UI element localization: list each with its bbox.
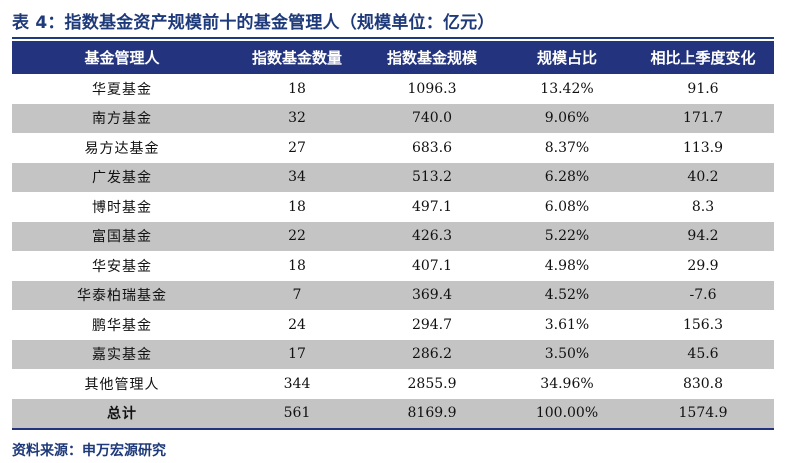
cell-fund-size: 286.2	[362, 339, 502, 369]
cell-fund-count: 24	[232, 310, 362, 340]
source-note: 资料来源：申万宏源研究	[12, 443, 166, 459]
cell-fund-count: 18	[232, 251, 362, 281]
cell-manager: 南方基金	[12, 103, 232, 133]
cell-manager: 嘉实基金	[12, 339, 232, 369]
cell-qoq-change: 8.3	[632, 192, 774, 222]
cell-manager: 广发基金	[12, 162, 232, 192]
cell-total-label: 总计	[12, 398, 232, 430]
cell-share: 34.96%	[502, 369, 632, 399]
table-row: 易方达基金 27 683.6 8.37% 113.9	[12, 133, 774, 163]
cell-share: 6.08%	[502, 192, 632, 222]
table-row: 华安基金 18 407.1 4.98% 29.9	[12, 251, 774, 281]
cell-fund-count: 18	[232, 74, 362, 104]
title-divider	[12, 37, 774, 39]
cell-fund-size: 740.0	[362, 103, 502, 133]
cell-share: 4.98%	[502, 251, 632, 281]
table-row: 鹏华基金 24 294.7 3.61% 156.3	[12, 310, 774, 340]
cell-fund-size: 1096.3	[362, 74, 502, 104]
table-row: 华泰柏瑞基金 7 369.4 4.52% -7.6	[12, 280, 774, 310]
cell-qoq-change: 29.9	[632, 251, 774, 281]
cell-share: 5.22%	[502, 221, 632, 251]
table-header-row: 基金管理人 指数基金数量 指数基金规模 规模占比 相比上季度变化	[12, 41, 774, 74]
cell-fund-count: 34	[232, 162, 362, 192]
cell-share: 3.50%	[502, 339, 632, 369]
cell-fund-count: 18	[232, 192, 362, 222]
cell-manager: 其他管理人	[12, 369, 232, 399]
cell-manager: 华安基金	[12, 251, 232, 281]
cell-total-qoq-change: 1574.9	[632, 398, 774, 430]
cell-fund-size: 497.1	[362, 192, 502, 222]
cell-share: 9.06%	[502, 103, 632, 133]
cell-qoq-change: 45.6	[632, 339, 774, 369]
column-header-fund-size: 指数基金规模	[362, 41, 502, 74]
table-row: 富国基金 22 426.3 5.22% 94.2	[12, 221, 774, 251]
cell-share: 8.37%	[502, 133, 632, 163]
cell-share: 3.61%	[502, 310, 632, 340]
cell-fund-size: 407.1	[362, 251, 502, 281]
cell-total-fund-size: 8169.9	[362, 398, 502, 430]
cell-fund-count: 32	[232, 103, 362, 133]
cell-manager: 易方达基金	[12, 133, 232, 163]
table-row: 其他管理人 344 2855.9 34.96% 830.8	[12, 369, 774, 399]
cell-share: 6.28%	[502, 162, 632, 192]
table-title: 表 4：指数基金资产规模前十的基金管理人（规模单位：亿元）	[12, 13, 495, 33]
cell-fund-count: 344	[232, 369, 362, 399]
cell-qoq-change: 94.2	[632, 221, 774, 251]
cell-qoq-change: 171.7	[632, 103, 774, 133]
table-row: 广发基金 34 513.2 6.28% 40.2	[12, 162, 774, 192]
table-row: 华夏基金 18 1096.3 13.42% 91.6	[12, 74, 774, 104]
cell-manager: 富国基金	[12, 221, 232, 251]
cell-qoq-change: 830.8	[632, 369, 774, 399]
table-row: 博时基金 18 497.1 6.08% 8.3	[12, 192, 774, 222]
cell-total-share: 100.00%	[502, 398, 632, 430]
table-total-row: 总计 561 8169.9 100.00% 1574.9	[12, 398, 774, 430]
cell-fund-count: 17	[232, 339, 362, 369]
cell-fund-size: 513.2	[362, 162, 502, 192]
cell-fund-count: 22	[232, 221, 362, 251]
cell-share: 4.52%	[502, 280, 632, 310]
cell-qoq-change: 91.6	[632, 74, 774, 104]
cell-share: 13.42%	[502, 74, 632, 104]
cell-manager: 博时基金	[12, 192, 232, 222]
table-row: 南方基金 32 740.0 9.06% 171.7	[12, 103, 774, 133]
cell-qoq-change: -7.6	[632, 280, 774, 310]
cell-manager: 鹏华基金	[12, 310, 232, 340]
cell-fund-size: 426.3	[362, 221, 502, 251]
cell-fund-size: 294.7	[362, 310, 502, 340]
cell-qoq-change: 40.2	[632, 162, 774, 192]
fund-manager-table: 基金管理人 指数基金数量 指数基金规模 规模占比 相比上季度变化 华夏基金 18…	[12, 41, 774, 430]
cell-manager: 华泰柏瑞基金	[12, 280, 232, 310]
cell-fund-size: 683.6	[362, 133, 502, 163]
cell-total-fund-count: 561	[232, 398, 362, 430]
column-header-fund-count: 指数基金数量	[232, 41, 362, 74]
cell-qoq-change: 156.3	[632, 310, 774, 340]
cell-fund-size: 369.4	[362, 280, 502, 310]
cell-fund-count: 7	[232, 280, 362, 310]
table-row: 嘉实基金 17 286.2 3.50% 45.6	[12, 339, 774, 369]
cell-fund-size: 2855.9	[362, 369, 502, 399]
column-header-share: 规模占比	[502, 41, 632, 74]
cell-qoq-change: 113.9	[632, 133, 774, 163]
cell-manager: 华夏基金	[12, 74, 232, 104]
column-header-manager: 基金管理人	[12, 41, 232, 74]
cell-fund-count: 27	[232, 133, 362, 163]
column-header-qoq-change: 相比上季度变化	[632, 41, 774, 74]
